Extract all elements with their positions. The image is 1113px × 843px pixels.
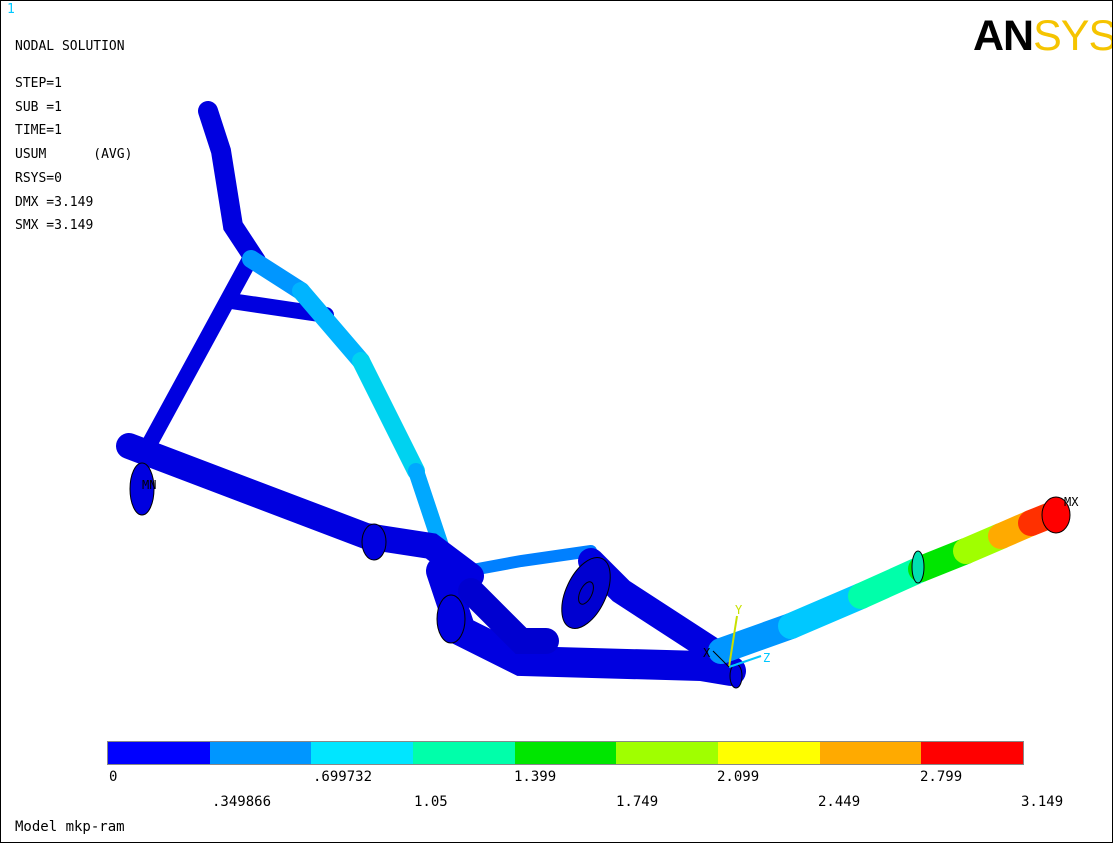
left-bracket — [129, 462, 155, 516]
legend-bottom-value: 3.149 — [1021, 794, 1064, 810]
triad-y-label: Y — [735, 603, 743, 617]
logo-part-an: AN — [973, 12, 1034, 60]
frame-tube-seg1 — [242, 250, 310, 300]
frame-tube-seg3 — [352, 352, 425, 480]
time-label: TIME=1 — [15, 123, 62, 138]
model-label: Model mkp-ram — [15, 819, 125, 835]
legend-bottom-value: 1.749 — [616, 794, 659, 810]
legend-top-value: 1.399 — [514, 769, 557, 785]
legend-color-segment-9 — [921, 742, 1024, 764]
frame-lower-link — [458, 578, 559, 654]
substep-label: SUB =1 — [15, 100, 62, 115]
result-item-label: USUM (AVG) — [15, 147, 133, 162]
step-label: STEP=1 — [15, 76, 62, 91]
legend-bottom-value: 1.05 — [414, 794, 448, 810]
legend-color-segment-1 — [108, 742, 210, 764]
tail-end-cap — [1041, 496, 1071, 534]
tail-sleeve — [911, 550, 925, 584]
triad-x-label: X — [703, 646, 711, 660]
dmx-label: DMX =3.149 — [15, 195, 94, 210]
legend-color-segment-8 — [819, 742, 922, 764]
legend-top-value: 2.099 — [717, 769, 760, 785]
plot-title: NODAL SOLUTION — [15, 39, 125, 54]
min-marker: MN — [142, 478, 156, 492]
lower-lug — [436, 594, 466, 644]
frame-tube-seg2 — [292, 282, 370, 370]
legend-color-segment-7 — [718, 742, 820, 764]
legend-color-segment-2 — [209, 742, 312, 764]
frame-left-strut — [143, 253, 257, 449]
frame-top-post — [198, 101, 266, 271]
logo-part-sys: SYS — [1033, 12, 1113, 60]
legend-top-value: .699732 — [313, 769, 373, 785]
smx-label: SMX =3.149 — [15, 218, 94, 233]
legend-top-value: 0 — [109, 769, 118, 785]
legend-color-segment-6 — [616, 742, 719, 764]
legend-color-segment-5 — [514, 742, 617, 764]
legend-color-segment-4 — [413, 742, 515, 764]
max-marker: MX — [1064, 495, 1079, 509]
legend-color-segment-3 — [311, 742, 414, 764]
rear-cap — [729, 663, 743, 689]
legend-top-value: 2.799 — [920, 769, 963, 785]
window-number: 1 — [7, 2, 15, 17]
legend-bottom-value: 2.449 — [818, 794, 861, 810]
frame-sleeve — [361, 523, 387, 561]
triad-y-axis — [728, 615, 738, 668]
ansys-logo: ANSYS — [973, 12, 1113, 60]
legend-bottom-value: .349866 — [212, 794, 272, 810]
mid-lug — [561, 557, 611, 629]
contour-legend-bar — [107, 741, 1024, 765]
rsys-label: RSYS=0 — [15, 171, 62, 186]
triad-z-axis — [728, 655, 762, 668]
mid-lug-hole — [578, 581, 594, 605]
triad-z-label: Z — [763, 651, 770, 665]
triad-x-axis — [712, 650, 730, 668]
